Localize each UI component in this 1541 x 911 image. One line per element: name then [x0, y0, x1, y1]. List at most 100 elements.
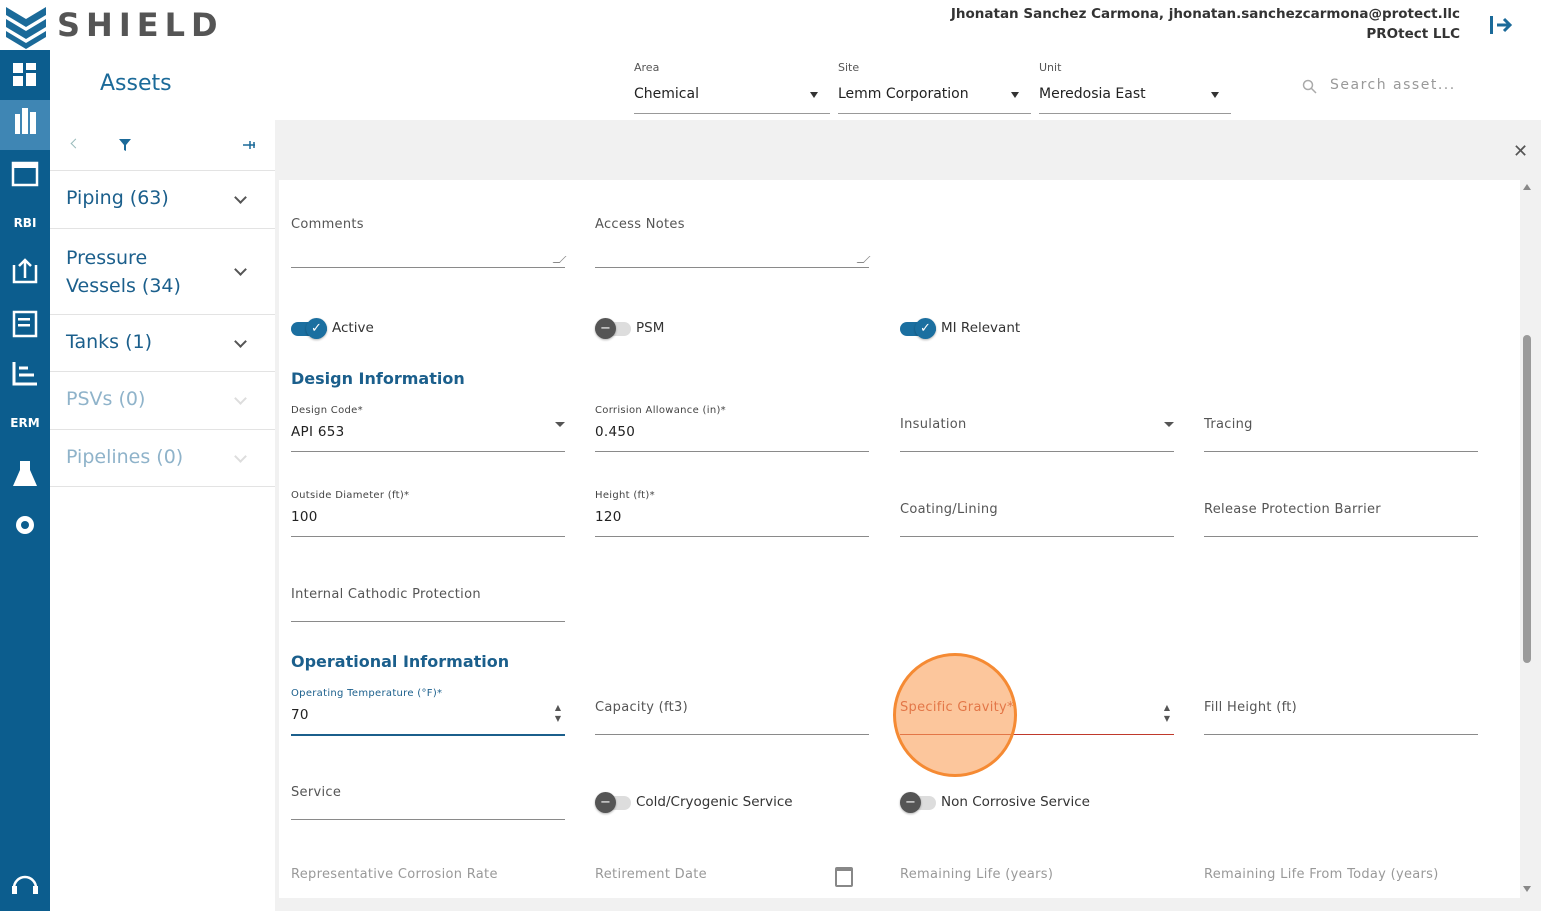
field-label: Service: [291, 785, 342, 800]
toggle-knob: −: [595, 318, 616, 339]
group-label: Pipelines (0): [66, 446, 184, 468]
logo-text: SHIELD: [57, 6, 224, 44]
asset-group[interactable]: Pressure Vessels (34): [50, 229, 275, 315]
field-value: 0.450: [595, 424, 636, 440]
toggle-label: Non Corrosive Service: [941, 794, 1090, 810]
field-value: API 653: [291, 424, 345, 440]
toggle[interactable]: − Cold/Cryogenic Service: [595, 792, 855, 814]
company: PROtect LLC: [1366, 26, 1460, 42]
list-toolbar: [50, 120, 275, 171]
search-input[interactable]: Search asset...: [1330, 77, 1456, 93]
scroll-up[interactable]: [1523, 184, 1531, 190]
text-field[interactable]: Height (ft)* 120: [595, 490, 869, 537]
field-label: Outside Diameter (ft)*: [291, 490, 410, 501]
close-button[interactable]: ✕: [1513, 141, 1529, 162]
toggle[interactable]: − PSM: [595, 318, 855, 340]
toggle[interactable]: − Non Corrosive Service: [900, 792, 1160, 814]
filter-label: Site: [838, 61, 860, 74]
field-label: Release Protection Barrier: [1204, 502, 1381, 517]
textarea[interactable]: Comments: [291, 205, 567, 268]
filter-button[interactable]: [118, 138, 132, 152]
text-field[interactable]: Design Code* API 653: [291, 405, 565, 452]
filter-value: Lemm Corporation: [838, 86, 969, 102]
unit-select[interactable]: Unit Meredosia East: [1039, 50, 1231, 114]
field-label: Insulation: [900, 417, 967, 432]
spinner: ▲ ▼: [554, 703, 561, 723]
toggle[interactable]: ✓ MI Relevant: [900, 318, 1160, 340]
text-field[interactable]: Tracing: [1204, 405, 1478, 452]
field-value: 100: [291, 509, 318, 525]
site-select[interactable]: Site Lemm Corporation: [838, 50, 1031, 114]
toggle-label: PSM: [636, 320, 665, 336]
click-highlight: [893, 653, 1017, 777]
toggle-label: MI Relevant: [941, 320, 1021, 336]
toggle-label: Active: [332, 320, 374, 336]
toggle-knob: −: [595, 792, 616, 813]
back-button[interactable]: [70, 138, 81, 149]
field-label: Operating Temperature (°F)*: [291, 688, 443, 699]
field-value: 120: [595, 509, 622, 525]
text-field[interactable]: Coating/Lining: [900, 490, 1174, 537]
field-label: Tracing: [1204, 417, 1253, 432]
scrollbar[interactable]: [1523, 335, 1531, 663]
text-field[interactable]: Service: [291, 773, 565, 820]
section-heading: Operational Information: [291, 652, 510, 671]
field-label: Comments: [291, 217, 364, 232]
text-field[interactable]: Internal Cathodic Protection: [291, 575, 565, 622]
field-label: Internal Cathodic Protection: [291, 587, 481, 602]
spinner: ▲ ▼: [1163, 703, 1170, 723]
group-label: Tanks (1): [66, 331, 153, 353]
nav-icons: [11, 63, 39, 894]
filter-label: Unit: [1039, 61, 1062, 74]
text-field[interactable]: Operating Temperature (°F)* 70 ▲ ▼: [291, 688, 565, 736]
disabled-field: Representative Corrosion Rate: [291, 858, 565, 898]
group-label: Piping (63): [66, 187, 169, 209]
area-select[interactable]: Area Chemical: [634, 50, 830, 114]
field-label: Capacity (ft3): [595, 700, 689, 715]
field-label: Fill Height (ft): [1204, 700, 1297, 715]
logo-icon: [6, 7, 46, 49]
toggle-knob: −: [900, 792, 921, 813]
calendar-icon: [835, 867, 853, 887]
asset-group[interactable]: PSVs (0): [50, 372, 275, 430]
caret: [1211, 92, 1219, 98]
resize-handle: [856, 256, 871, 263]
text-field[interactable]: Corrision Allowance (in)* 0.450: [595, 405, 869, 452]
page-title: Assets: [100, 71, 172, 96]
field-value: 70: [291, 707, 309, 723]
field-label: Corrision Allowance (in)*: [595, 405, 726, 416]
field-label: Height (ft)*: [595, 490, 655, 501]
search-icon: [1302, 79, 1317, 94]
nav-label[interactable]: ERM: [10, 416, 40, 430]
toggle-knob: ✓: [306, 318, 327, 339]
asset-group[interactable]: Piping (63): [50, 171, 275, 229]
text-field[interactable]: Capacity (ft3): [595, 688, 869, 735]
user-name: Jhonatan Sanchez Carmona, jhonatan.sanch…: [950, 6, 1460, 22]
nav-label[interactable]: RBI: [13, 216, 37, 230]
field-label: Access Notes: [595, 217, 685, 232]
field-label: Coating/Lining: [900, 502, 998, 517]
textarea[interactable]: Access Notes: [595, 205, 871, 268]
dropdown-caret: [555, 422, 565, 427]
pin-button[interactable]: [242, 139, 256, 151]
filter-value: Chemical: [634, 86, 699, 102]
field-label: Representative Corrosion Rate: [291, 867, 498, 882]
text-field[interactable]: Fill Height (ft): [1204, 688, 1478, 735]
asset-group[interactable]: Tanks (1): [50, 315, 275, 372]
scroll-down[interactable]: [1523, 886, 1531, 892]
text-field[interactable]: Insulation: [900, 405, 1174, 452]
text-field[interactable]: Outside Diameter (ft)* 100: [291, 490, 565, 537]
disabled-field: Remaining Life (years): [900, 858, 1174, 898]
logout-button[interactable]: [1489, 14, 1513, 36]
field-label: Design Code*: [291, 405, 363, 416]
toggle[interactable]: ✓ Active: [291, 318, 551, 340]
disabled-field: Retirement Date: [595, 858, 869, 898]
text-field[interactable]: Release Protection Barrier: [1204, 490, 1478, 537]
toggle-knob: ✓: [915, 318, 936, 339]
asset-group[interactable]: Pipelines (0): [50, 430, 275, 487]
form-card: [279, 180, 1520, 898]
section-heading: Design Information: [291, 369, 465, 388]
resize-handle: [552, 256, 567, 263]
toggle-label: Cold/Cryogenic Service: [636, 794, 793, 810]
